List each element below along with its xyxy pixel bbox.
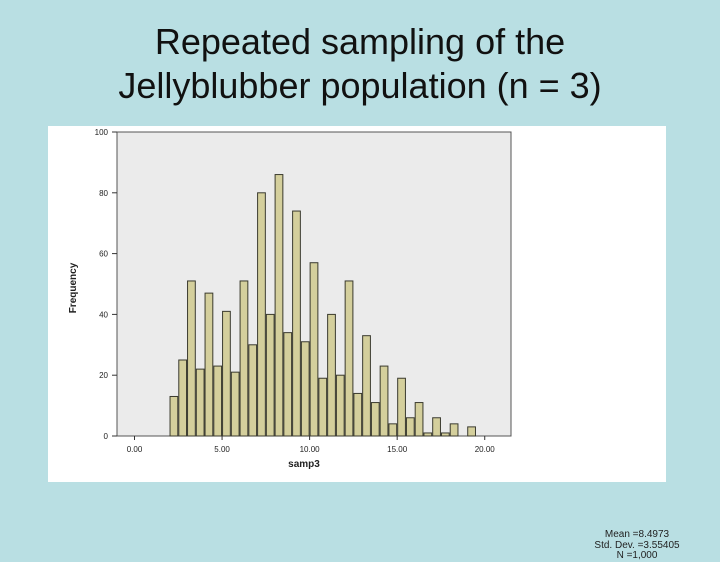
histogram-bar	[265, 313, 275, 437]
histogram-bar	[353, 392, 363, 437]
histogram-bar	[257, 192, 266, 437]
histogram-bar	[327, 313, 336, 437]
histogram-bar	[292, 210, 301, 437]
histogram-bar	[432, 417, 441, 437]
histogram-bar	[344, 280, 354, 437]
histogram-bar	[449, 423, 459, 437]
histogram-bar	[397, 377, 406, 437]
histogram-bar	[414, 402, 424, 437]
stats-mean: Mean =8.4973	[604, 529, 670, 540]
slide-title-line-2: Jellyblubber population (n = 3)	[118, 65, 602, 106]
histogram-bar	[239, 280, 249, 437]
histogram-bar	[405, 417, 415, 437]
histogram-bar	[467, 426, 476, 437]
histogram-bar	[248, 344, 258, 437]
histogram-bar	[230, 371, 240, 437]
y-axis-title: Frequency	[68, 262, 79, 313]
x-tick-label: 20.00	[475, 445, 496, 454]
histogram-bar	[423, 432, 433, 437]
histogram-bar	[379, 365, 389, 437]
histogram-bar	[213, 365, 223, 437]
histogram-bar	[335, 374, 345, 437]
y-tick-label: 100	[95, 128, 109, 137]
histogram-bar	[222, 310, 231, 437]
histogram-bar	[318, 377, 328, 437]
histogram-bar	[362, 335, 371, 437]
y-tick-label: 40	[99, 310, 108, 319]
x-tick-label: 0.00	[127, 445, 143, 454]
stats-n: N =1,000	[616, 550, 658, 561]
x-tick-label: 15.00	[387, 445, 408, 454]
histogram-bar	[178, 359, 188, 437]
stats-std-dev: Std. Dev. =3.55405	[594, 539, 680, 551]
y-tick-label: 0	[104, 432, 109, 441]
x-tick-label: 10.00	[300, 445, 321, 454]
x-axis-title: samp3	[288, 459, 320, 470]
slide-title-line-1: Repeated sampling of the	[154, 21, 566, 62]
histogram-bar	[169, 395, 179, 437]
y-tick-label: 20	[99, 371, 108, 380]
histogram-bar	[195, 368, 205, 437]
y-tick-label: 80	[99, 189, 108, 198]
histogram-bar	[283, 332, 293, 437]
y-tick-label: 60	[99, 250, 108, 259]
stats-box: Mean =8.4973 Std. Dev. =3.55405 N =1,000	[582, 529, 692, 562]
slide-title: Repeated sampling of the Jellyblubber po…	[0, 20, 720, 108]
histogram-bar	[388, 423, 398, 437]
histogram-chart: 0 20 40 60 80 100 0.00 5.00 10.00 15.00 20.00 samp3…	[68, 128, 512, 470]
histogram-bar	[440, 432, 450, 437]
histogram-bar	[370, 402, 380, 437]
histogram-bar	[187, 280, 196, 437]
histogram-bar	[300, 341, 310, 437]
histogram-bar	[274, 174, 284, 437]
histogram-bar	[309, 262, 319, 437]
histogram-figure: 0 20 40 60 80 100 0.00 5.00 10.00 15.00 20.00 samp3…	[48, 126, 680, 561]
x-tick-label: 5.00	[214, 445, 230, 454]
histogram-bar	[204, 292, 214, 437]
